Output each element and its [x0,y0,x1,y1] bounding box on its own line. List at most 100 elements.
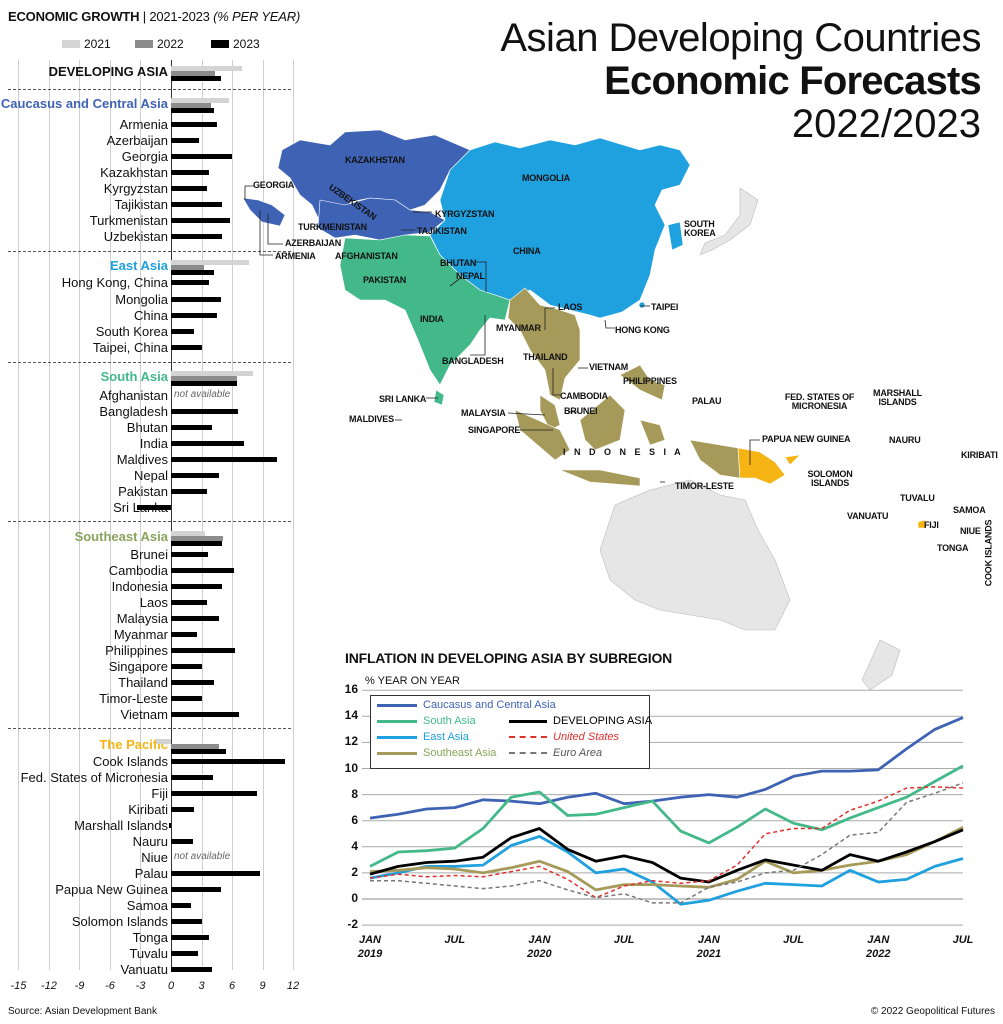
map-label-marshall-islands: MARSHALL ISLANDS [873,388,922,407]
bar-2023 [171,696,202,701]
bar-2023 [171,170,209,175]
copyright-credit: © 2022 Geopolitical Futures [870,1006,995,1017]
map-label-micronesia: FED. STATES OF MICRONESIA [784,392,855,411]
legend-east-asia: East Asia [377,731,469,743]
legend-2021: 2021 [62,37,111,51]
bar-2022 [171,71,215,76]
x-tick-label: -6 [105,980,115,992]
page-title: Asian Developing Countries Economic Fore… [500,18,981,144]
map-label-georgia: GEORGIA [253,180,295,190]
country-label: Papua New Guinea [55,882,168,897]
map-label-tuvalu: TUVALU [900,493,935,503]
map-label-maldives: MALDIVES [349,414,394,424]
bar-2022 [171,265,204,270]
bar-2023 [171,329,195,334]
bar-2022 [171,744,219,749]
map-label-india: INDIA [420,314,444,324]
map-region-east-asia [429,137,691,319]
map-label-vietnam: VIETNAM [589,362,629,372]
map-label-bhutan: BHUTAN [440,258,477,268]
map-label-solomon-islands: SOLOMON ISLANDS [807,469,853,488]
legend-label: 2023 [233,37,260,51]
bar-2023 [171,712,240,717]
bar-2023 [171,76,221,81]
country-label: Maldives [116,452,168,467]
x-tick-year: 2020 [527,947,552,960]
x-tick-label: 12 [286,980,300,992]
bar-2023 [171,425,212,430]
country-label: Azerbaijan [106,133,168,148]
bar-2023 [171,541,222,546]
region-label: The Pacific [99,737,168,752]
series-line-united-states [369,786,964,899]
bar-2023 [171,552,208,557]
bar-2023 [171,951,199,956]
country-label: Palau [134,866,168,881]
map-label-niue: NIUE [960,526,981,536]
map-label-kiribati: KIRIBATI [961,450,998,460]
x-tick-label: JAN 2020 [527,934,551,962]
bar-2023 [171,218,230,223]
country-label: Timor-Leste [99,691,168,706]
map-label-south-korea: SOUTH KOREA [684,219,716,238]
country-label: Hong Kong, China [61,275,168,290]
inflation-y-unit: % YEAR ON YEAR [365,675,460,687]
grid-line [18,60,20,970]
map-label-myanmar: MYANMAR [496,323,541,333]
map-label-tajikistan: TAJIKISTAN [417,226,467,236]
region-label: East Asia [109,258,168,273]
country-label: Mongolia [115,292,168,307]
grid-line [201,60,203,970]
map-label-brunei: BRUNEI [564,406,598,416]
country-label: Fiji [151,786,168,801]
bar-2023 [171,345,202,350]
inflation-legend: Caucasus and Central Asia South Asia Eas… [370,695,652,769]
legend-label: South Asia [423,715,476,727]
map-label-kyrgyzstan: KYRGYZSTAN [435,209,495,219]
bar-2023 [137,505,171,510]
map-label-laos: LAOS [558,302,583,312]
map-label-nauru: NAURU [889,435,921,445]
grid-line [48,60,50,970]
region-label: DEVELOPING ASIA [48,64,168,79]
map-label-taipei: TAIPEI [651,302,679,312]
y-tick-label: 4 [351,838,358,853]
country-label: Indonesia [111,579,168,594]
country-label: India [139,436,168,451]
bar-2021 [171,531,205,536]
x-tick-year: 2021 [696,947,722,960]
country-label: Brunei [130,547,168,562]
bar-2023 [171,584,222,589]
growth-title-separator: | [139,9,150,24]
legend-caucasus: Caucasus and Central Asia [377,699,556,711]
bar-2023 [171,409,239,414]
map-label-turkmenistan: TURKMENISTAN [298,222,367,232]
bar-2023 [171,297,221,302]
legend-line-icon [377,751,417,755]
legend-2023: 2023 [211,37,260,51]
bar-2021 [171,371,254,376]
bar-2023 [171,648,236,653]
bar-2023 [171,280,209,285]
bar-2023 [171,749,226,754]
bar-2023 [171,568,235,573]
country-label: Vanuatu [120,962,168,977]
map-label-armenia: ARMENIA [275,251,316,261]
bar-2023 [171,664,202,669]
country-label: Thailand [118,675,168,690]
legend-line-icon [377,703,417,707]
group-separator [8,728,291,729]
country-label: Bangladesh [99,404,168,419]
country-label: Kazakhstan [100,165,168,180]
map-label-fiji: FIJI [924,520,939,530]
x-tick-label: -15 [10,980,27,992]
bar-2022 [171,103,211,108]
x-tick-label: JUL [444,934,465,948]
group-separator [8,362,291,363]
bar-2023 [171,935,209,940]
bar-2023 [171,122,217,127]
map-leader-lines [244,185,760,483]
country-label: Bhutan [126,420,168,435]
x-tick-label: JAN 2019 [358,934,382,962]
